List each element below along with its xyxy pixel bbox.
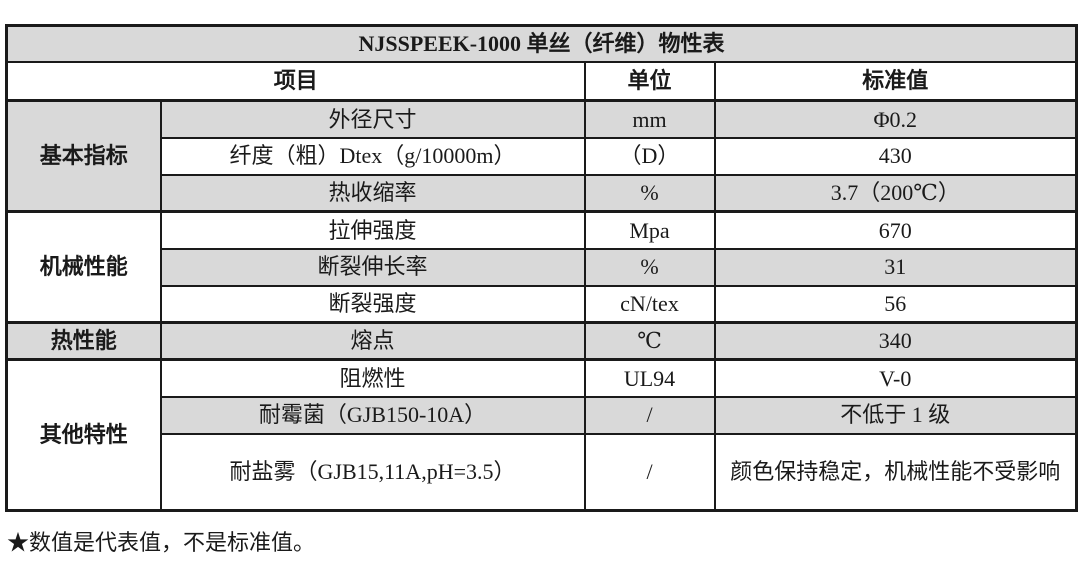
- table-row: 机械性能 拉伸强度 Mpa 670: [5, 210, 1078, 324]
- item-cell: 耐霉菌（GJB150-10A）: [159, 395, 586, 435]
- unit-cell: /: [583, 432, 716, 512]
- footnote-text: ★数值是代表值，不是标准值。: [7, 530, 316, 555]
- table-row: 耐盐雾（GJB15,11A,pH=3.5） / 颜色保持稳定，机械性能不受影响: [7, 432, 1078, 512]
- table-row: 其他特性 阻燃性 UL94 V-0: [5, 358, 1078, 512]
- category-cell-other: 其他特性: [5, 358, 162, 512]
- unit-cell: cN/tex: [583, 284, 716, 324]
- item-cell: 断裂强度: [159, 284, 586, 324]
- value-cell: 3.7（200℃）: [713, 173, 1078, 213]
- value-cell: 不低于 1 级: [713, 395, 1078, 435]
- value-cell: 670: [713, 210, 1078, 250]
- table-row: 断裂强度 cN/tex 56: [7, 284, 1078, 324]
- document-page: NJSSPEEK-1000 单丝（纤维）物性表 项目 单位 标准值 基本指标 外…: [5, 24, 1079, 555]
- unit-cell: /: [583, 395, 716, 435]
- value-cell: 430: [713, 136, 1078, 176]
- unit-cell: （D）: [583, 136, 716, 176]
- unit-cell: UL94: [583, 358, 716, 398]
- value-cell: 颜色保持稳定，机械性能不受影响: [713, 432, 1078, 512]
- item-cell: 阻燃性: [159, 358, 586, 398]
- item-cell: 耐盐雾（GJB15,11A,pH=3.5）: [159, 432, 586, 512]
- column-header-value: 标准值: [713, 60, 1078, 102]
- table-row: 热性能 熔点 ℃ 340: [5, 321, 1078, 361]
- category-cell-mechanical: 机械性能: [5, 210, 162, 324]
- item-cell: 断裂伸长率: [159, 247, 586, 287]
- column-header-unit: 单位: [583, 60, 716, 102]
- item-cell: 纤度（粗）Dtex（g/10000m）: [159, 136, 586, 176]
- category-cell-thermal: 热性能: [5, 321, 162, 361]
- unit-cell: Mpa: [583, 210, 716, 250]
- value-cell: 56: [713, 284, 1078, 324]
- table-row: 热收缩率 % 3.7（200℃）: [7, 173, 1078, 213]
- table-row: 纤度（粗）Dtex（g/10000m） （D） 430: [7, 136, 1078, 176]
- table-row: 耐霉菌（GJB150-10A） / 不低于 1 级: [7, 395, 1078, 435]
- item-cell: 熔点: [159, 321, 586, 361]
- unit-cell: %: [583, 247, 716, 287]
- value-cell: 31: [713, 247, 1078, 287]
- item-cell: 外径尺寸: [159, 99, 586, 139]
- unit-cell: %: [583, 173, 716, 213]
- value-cell: Φ0.2: [713, 99, 1078, 139]
- table-row: 基本指标 外径尺寸 mm Φ0.2: [5, 99, 1078, 213]
- column-header-item: 项目: [5, 60, 586, 102]
- item-cell: 热收缩率: [159, 173, 586, 213]
- table-row: 断裂伸长率 % 31: [7, 247, 1078, 287]
- value-cell: V-0: [713, 358, 1078, 398]
- properties-table: NJSSPEEK-1000 单丝（纤维）物性表 项目 单位 标准值 基本指标 外…: [5, 24, 1079, 512]
- category-cell-basic: 基本指标: [5, 99, 162, 213]
- value-cell: 340: [713, 321, 1078, 361]
- table-title: NJSSPEEK-1000 单丝（纤维）物性表: [5, 24, 1078, 63]
- unit-cell: ℃: [583, 321, 716, 361]
- unit-cell: mm: [583, 99, 716, 139]
- item-cell: 拉伸强度: [159, 210, 586, 250]
